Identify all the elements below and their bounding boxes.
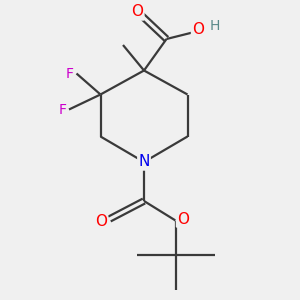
Text: F: F [58, 103, 66, 116]
Text: O: O [131, 4, 143, 20]
Text: N: N [138, 154, 150, 169]
Text: F: F [66, 67, 74, 80]
Text: O: O [177, 212, 189, 226]
Text: O: O [192, 22, 204, 37]
Text: H: H [210, 19, 220, 33]
Text: O: O [95, 214, 107, 229]
